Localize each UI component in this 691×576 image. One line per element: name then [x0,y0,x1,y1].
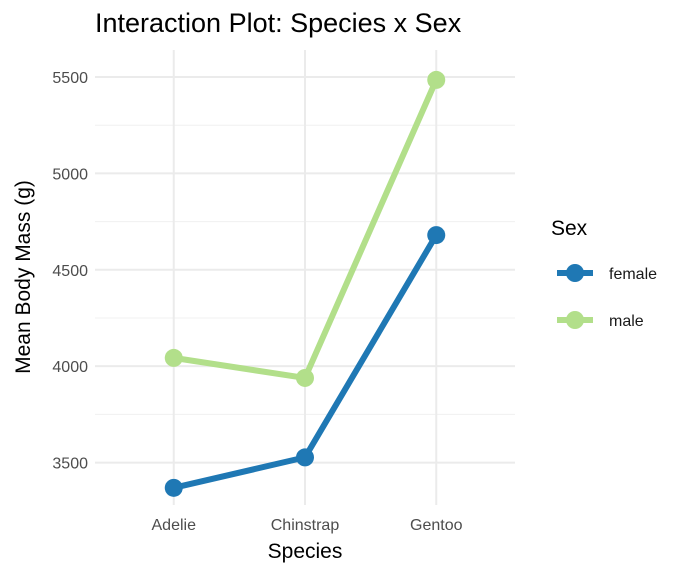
x-tick-label: Gentoo [410,517,463,534]
legend-title: Sex [551,217,588,240]
x-axis-ticks: Adelie Chinstrap Gentoo [152,517,463,534]
y-axis-title: Mean Body Mass (g) [12,180,35,374]
legend: Sex female male [551,217,657,330]
legend-key-point [566,264,584,282]
data-point-male [164,348,183,367]
chart-title: Interaction Plot: Species x Sex [95,8,462,38]
data-point-male [427,70,446,89]
data-point-male [296,368,314,387]
legend-label: female [609,266,657,283]
data-point-female [296,448,314,467]
y-tick-label: 3500 [52,456,88,473]
y-tick-label: 5500 [52,70,88,87]
legend-key-point [566,311,584,329]
plot-grid [95,50,515,505]
data-series [164,70,446,497]
y-tick-label: 5000 [52,166,88,183]
legend-label: male [609,313,644,330]
x-axis-title: Species [268,540,343,563]
data-point-female [427,226,446,245]
y-axis-ticks: 3500 4000 4500 5000 5500 [52,70,88,473]
y-tick-label: 4000 [52,359,88,376]
data-point-female [164,478,183,497]
x-tick-label: Chinstrap [271,517,340,534]
y-tick-label: 4500 [52,263,88,280]
x-tick-label: Adelie [152,517,197,534]
